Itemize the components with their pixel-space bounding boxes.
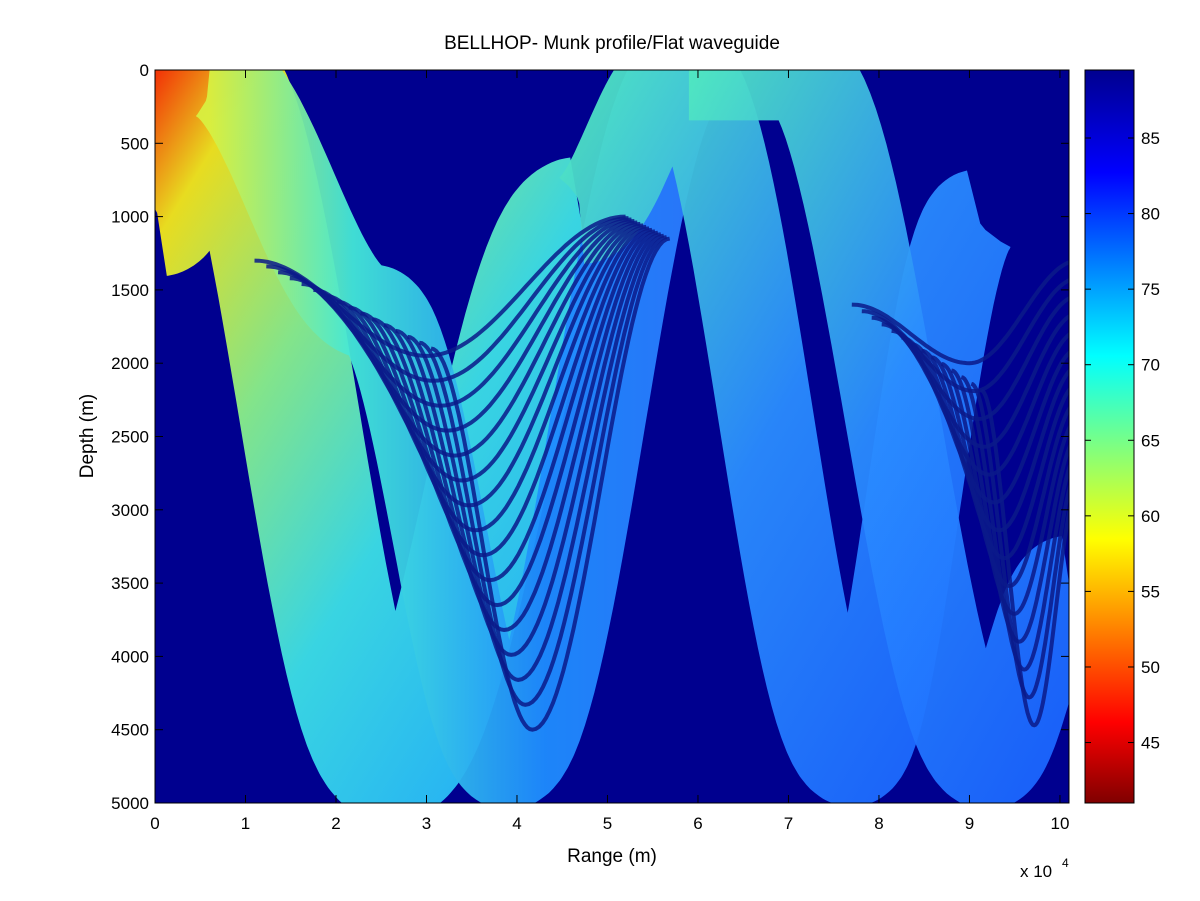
x-axis-label: Range (m) xyxy=(567,846,657,867)
plot-area xyxy=(155,70,1069,803)
fringe-right-11 xyxy=(950,368,1069,644)
y-tick-label: 4500 xyxy=(111,721,149,740)
fringe-16 xyxy=(430,236,671,732)
fringe-right-5 xyxy=(891,328,1069,477)
x-exponent-label: x 10 xyxy=(1020,862,1052,881)
y-tick-label: 3000 xyxy=(111,501,149,520)
fringe-6 xyxy=(313,221,641,483)
y-tick-label: 500 xyxy=(121,134,149,153)
colorbar-tick-label: 45 xyxy=(1141,734,1160,753)
fringe-right-1 xyxy=(851,260,1069,366)
x-exponent-power: 4 xyxy=(1062,856,1069,870)
fringe-8 xyxy=(336,224,647,533)
fringe-14 xyxy=(407,233,665,682)
x-tick-label: 9 xyxy=(965,814,974,833)
ray-band-4 xyxy=(644,70,1069,803)
ray-band-1 xyxy=(155,70,636,803)
x-tick-label: 0 xyxy=(150,814,159,833)
y-tick-label: 4000 xyxy=(111,647,149,666)
interference-fringes xyxy=(254,214,1069,732)
x-tick-label: 1 xyxy=(241,814,250,833)
fringe-11 xyxy=(371,229,656,608)
colorbar-tick-label: 65 xyxy=(1141,431,1160,450)
y-tick-label: 3500 xyxy=(111,574,149,593)
y-tick-label: 1000 xyxy=(111,208,149,227)
fringe-13 xyxy=(395,232,662,657)
colorbar-tick-label: 85 xyxy=(1141,129,1160,148)
colorbar-tick-label: 50 xyxy=(1141,658,1160,677)
fringe-right-13 xyxy=(970,381,1069,700)
y-tick-label: 5000 xyxy=(111,794,149,813)
colorbar-ticks: 45 50 55 60 65 70 75 80 85 xyxy=(1085,129,1160,753)
y-tick-label: 0 xyxy=(140,61,149,80)
colorbar-tick-label: 80 xyxy=(1141,205,1160,224)
y-tick-label: 2500 xyxy=(111,428,149,447)
y-axis-label: Depth (m) xyxy=(77,394,98,478)
x-tick-label: 4 xyxy=(512,814,521,833)
y-tick-label: 2000 xyxy=(111,354,149,373)
x-tick-label: 8 xyxy=(874,814,883,833)
x-tick-label: 3 xyxy=(422,814,431,833)
chart-title: BELLHOP- Munk profile/Flat waveguide xyxy=(444,33,780,54)
fringe-right-14 xyxy=(980,388,1069,728)
colorbar-tick-label: 70 xyxy=(1141,356,1160,375)
x-tick-label: 2 xyxy=(331,814,340,833)
x-tick-label: 5 xyxy=(603,814,612,833)
x-tick-label: 6 xyxy=(693,814,702,833)
x-tick-label: 10 xyxy=(1050,814,1069,833)
colorbar-gradient xyxy=(1084,69,1135,804)
fringe-15 xyxy=(418,235,668,707)
fringe-12 xyxy=(383,230,659,633)
y-tick-label: 1500 xyxy=(111,281,149,300)
x-tick-label: 7 xyxy=(784,814,793,833)
colorbar-tick-label: 60 xyxy=(1141,507,1160,526)
fringe-5 xyxy=(301,220,638,458)
y-axis-ticks: 0 500 1000 1500 2000 2500 3000 3500 4000 4500 5000 xyxy=(111,61,1069,813)
ray-bands xyxy=(155,70,1069,803)
colorbar-tick-label: 75 xyxy=(1141,280,1160,299)
colorbar-tick-label: 55 xyxy=(1141,582,1160,601)
colorbar: 45 50 55 60 65 70 75 80 85 xyxy=(1084,69,1160,804)
x-axis-ticks: 0 1 2 3 4 5 6 7 8 9 10 xyxy=(150,70,1069,833)
fringe-right-12 xyxy=(960,375,1069,672)
